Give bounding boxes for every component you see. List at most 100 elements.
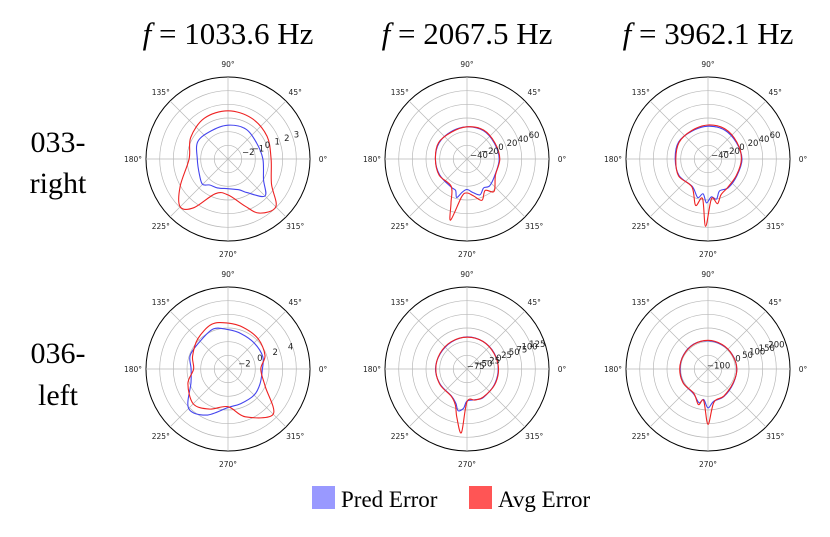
radial-tick-label: 0	[739, 143, 744, 153]
angle-label: 225°	[152, 222, 170, 231]
grid-spoke	[227, 310, 287, 370]
angle-label: 135°	[391, 298, 409, 307]
angle-label: 225°	[391, 222, 409, 231]
radial-tick-label: −40	[470, 151, 488, 161]
radial-tick-label: −20	[722, 147, 740, 157]
angle-label: 45°	[528, 298, 542, 307]
radial-tick-label: 40	[759, 135, 770, 145]
radial-tick-label: 50	[509, 348, 520, 358]
legend-label-avg-error: Avg Error	[498, 487, 591, 512]
angle-label: 270°	[699, 250, 717, 259]
radial-tick-label: 40	[518, 135, 529, 145]
radial-tick-label: 3	[294, 131, 299, 141]
radial-tick-label: 125	[529, 340, 545, 350]
grid-spoke	[707, 158, 767, 218]
angle-label: 90°	[221, 60, 235, 69]
grid-spoke	[227, 100, 287, 160]
angle-label: 180°	[604, 365, 622, 374]
angle-label: 225°	[632, 222, 650, 231]
polar-plot-036-left-1033hz: 0° 45° 90° 135° 180° 225° 270° 315° −2 02 4	[124, 270, 328, 469]
angle-label: 315°	[525, 432, 543, 441]
grid-spoke	[466, 158, 526, 218]
polar-plot-036-left-2067hz: 0° 45° 90° 135° 180° 225° 270° 315° −75−50−250 25…	[363, 270, 567, 469]
angle-label: 180°	[124, 155, 142, 164]
radial-tick-label: 2	[272, 348, 277, 358]
radial-tick-label: −75	[467, 362, 485, 372]
series-pred-error	[195, 124, 267, 198]
angle-label: 90°	[460, 60, 474, 69]
polar-plot-033-right-3962hz: 0° 45° 90° 135° 180° 225° 270° 315° −40−20 0 20 40 6…	[604, 60, 808, 259]
radial-tick-label: 200	[768, 341, 784, 351]
angle-label: 135°	[632, 298, 650, 307]
radial-tick-label: 25	[501, 351, 512, 361]
radial-tick-label: −50	[474, 359, 492, 369]
angle-label: 90°	[460, 270, 474, 279]
radial-tick-label: −25	[482, 357, 500, 367]
angle-label: 270°	[699, 460, 717, 469]
angle-label: 270°	[219, 460, 237, 469]
grid-spoke	[408, 100, 468, 160]
radial-tick-label: 75	[516, 345, 527, 355]
radial-tick-label: 0	[735, 355, 740, 365]
angle-label: 135°	[632, 88, 650, 97]
series-avg-error	[679, 339, 738, 425]
legend-swatch-pred-error	[312, 486, 335, 509]
polar-plot-036-left-3962hz: 0° 45° 90° 135° 180° 225° 270° 315° −100 0 5010015…	[604, 270, 808, 469]
angle-label: 0°	[558, 365, 567, 374]
angle-label: 90°	[221, 270, 235, 279]
grid-spoke	[408, 368, 468, 428]
angle-label: 45°	[528, 88, 542, 97]
angle-label: 90°	[701, 60, 715, 69]
angle-label: 135°	[391, 88, 409, 97]
series-avg-error	[435, 336, 500, 434]
grid-spoke	[169, 100, 229, 160]
angle-label: 0°	[319, 155, 328, 164]
angle-label: 180°	[363, 365, 381, 374]
angle-label: 180°	[363, 155, 381, 164]
angle-label: 0°	[799, 155, 808, 164]
angle-label: 45°	[769, 298, 783, 307]
row-label-1-line1: 033-	[31, 126, 86, 159]
angle-label: 180°	[124, 365, 142, 374]
grid-spoke	[649, 368, 709, 428]
angle-label: 45°	[289, 88, 303, 97]
angle-label: 45°	[769, 88, 783, 97]
angle-label: 270°	[458, 250, 476, 259]
angle-label: 315°	[525, 222, 543, 231]
angle-label: 180°	[604, 155, 622, 164]
series-avg-error	[675, 124, 742, 227]
angle-label: 225°	[391, 432, 409, 441]
series-avg-error	[178, 110, 277, 214]
column-title-2: f = 2067.5 Hz	[382, 16, 553, 51]
grid-spoke	[466, 368, 526, 428]
radial-tick-label: 0	[496, 354, 501, 364]
row-label-1-line2: right	[30, 167, 87, 200]
radial-tick-label: 0	[265, 141, 270, 151]
angle-label: 315°	[286, 432, 304, 441]
radial-tick-label: 20	[507, 139, 518, 149]
angle-label: 45°	[289, 298, 303, 307]
grid-spoke	[169, 368, 229, 428]
grid-spoke	[649, 310, 709, 370]
angle-label: 0°	[319, 365, 328, 374]
radial-tick-label: 1	[274, 138, 279, 148]
angle-label: 135°	[152, 298, 170, 307]
angle-label: 90°	[701, 270, 715, 279]
legend: Pred Error Avg Error	[312, 486, 591, 512]
radial-tick-label: −2	[242, 148, 255, 158]
angle-label: 225°	[632, 432, 650, 441]
series-avg-error	[187, 321, 275, 419]
polar-plot-033-right-2067hz: 0° 45° 90° 135° 180° 225° 270° 315° −40−20 0 20 40 6…	[363, 60, 567, 259]
grid-spoke	[408, 310, 468, 370]
radial-tick-label: 60	[770, 131, 781, 141]
grid-spoke	[227, 158, 287, 218]
grid-spoke	[649, 158, 709, 218]
angle-label: 0°	[799, 365, 808, 374]
angle-label: 225°	[152, 432, 170, 441]
angle-label: 315°	[286, 222, 304, 231]
radial-tick-label: −20	[481, 147, 499, 157]
grid-spoke	[408, 158, 468, 218]
radial-tick-label: 0	[498, 143, 503, 153]
grid-spoke	[707, 310, 767, 370]
row-label-2-line2: left	[38, 379, 79, 412]
